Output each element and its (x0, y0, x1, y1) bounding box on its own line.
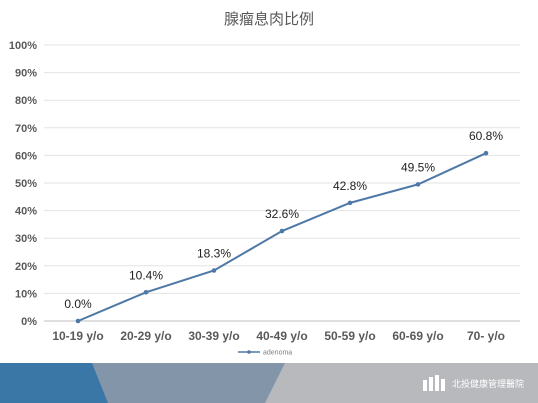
x-axis-tick-labels: 10-19 y/o 20-29 y/o 30-39 y/o 40-49 y/o 50-5… (52, 329, 505, 343)
footer-banner: 北投健康管理醫院 (0, 363, 538, 403)
data-label: 0.0% (64, 297, 92, 311)
footer-logo: 北投健康管理醫院 (422, 375, 524, 391)
data-label: 42.8% (333, 179, 367, 193)
footer-brand-text: 北投健康管理醫院 (451, 379, 524, 390)
y-tick-label: 50% (15, 178, 37, 190)
footer-stripe-slate (90, 363, 285, 403)
y-tick-label: 70% (15, 123, 37, 135)
legend-label: adenoma (263, 350, 292, 357)
building-icon (422, 375, 445, 391)
x-tick-label: 10-19 y/o (52, 329, 103, 343)
y-tick-label: 20% (15, 261, 37, 273)
x-tick-label: 60-69 y/o (392, 329, 443, 343)
gridlines (44, 44, 520, 322)
data-point (143, 289, 149, 295)
series-layer (75, 150, 489, 324)
y-tick-label: 80% (15, 95, 37, 107)
legend: adenoma (238, 350, 292, 357)
y-tick-label: 0% (21, 316, 37, 328)
y-tick-label: 90% (15, 68, 37, 80)
y-tick-label: 40% (15, 206, 37, 218)
data-point (483, 150, 489, 156)
y-tick-label: 60% (15, 150, 37, 162)
data-label: 10.4% (129, 268, 163, 282)
chart-title: 腺瘤息肉比例 (223, 10, 314, 28)
x-tick-label: 20-29 y/o (120, 329, 171, 343)
data-label: 18.3% (197, 246, 231, 260)
data-point (279, 228, 285, 234)
data-labels: 0.0% 10.4% 18.3% 32.6% 42.8% 49.5% 60.8% (64, 129, 503, 311)
data-point (415, 182, 421, 187)
y-axis-tick-labels: 0% 10% 20% 30% 40% 50% 60% 70% 80% 90% 100% (9, 40, 37, 328)
data-label: 49.5% (401, 160, 435, 174)
x-tick-label: 40-49 y/o (256, 329, 307, 343)
x-tick-label: 50-59 y/o (324, 329, 375, 343)
x-tick-label: 70- y/o (467, 329, 505, 343)
footer-stripes (0, 363, 538, 403)
y-tick-label: 10% (15, 288, 37, 300)
y-tick-label: 100% (9, 40, 37, 52)
data-point (75, 318, 81, 324)
data-label: 32.6% (265, 207, 299, 221)
series-line (77, 152, 487, 322)
data-point (347, 200, 353, 206)
line-chart-svg: 0% 10% 20% 30% 40% 50% 60% 70% 80% 90% 100% 10-19 … (9, 40, 520, 357)
data-label: 60.8% (469, 129, 503, 143)
legend-swatch-marker (247, 350, 251, 354)
x-tick-label: 30-39 y/o (188, 329, 239, 343)
footer-stripe-blue (0, 363, 108, 403)
data-point (211, 268, 217, 273)
y-tick-label: 30% (15, 233, 37, 245)
